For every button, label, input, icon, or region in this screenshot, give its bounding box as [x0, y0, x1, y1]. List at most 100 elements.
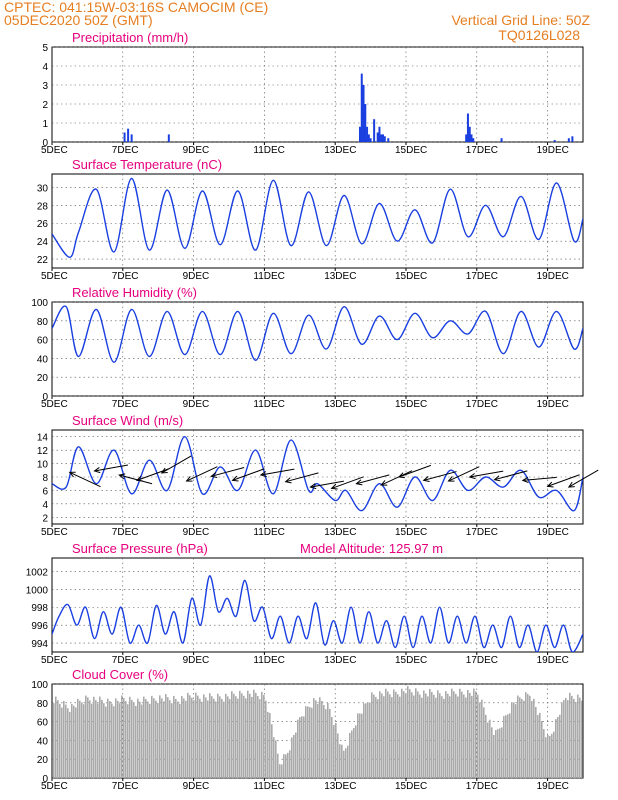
precip-bar	[500, 138, 503, 142]
cloud-bar	[215, 701, 217, 778]
y-tick-label: 100	[31, 680, 48, 691]
precip-bar	[380, 134, 383, 142]
cloud-bar	[483, 707, 485, 778]
cloud-bar	[371, 692, 373, 778]
cloud-bar	[309, 707, 311, 778]
cloud-bar	[193, 700, 195, 778]
y-tick-label: 2	[42, 513, 48, 524]
x-tick-label: 15DEC	[395, 399, 427, 410]
y-tick-label: 40	[37, 736, 49, 747]
cloud-bar	[539, 712, 541, 778]
cloud-bar	[535, 706, 537, 778]
cloud-bar	[241, 693, 243, 778]
x-tick-label: 7DEC	[112, 655, 139, 666]
x-tick-label: 13DEC	[324, 781, 356, 792]
cloud-bar	[297, 719, 299, 778]
cloud-bar	[385, 688, 387, 778]
cloud-bar	[557, 716, 559, 778]
y-tick-label: 60	[37, 718, 49, 729]
cloud-bar	[207, 700, 209, 778]
cloud-bar	[289, 750, 291, 778]
cloud-bar	[351, 730, 353, 778]
precip-bar	[468, 126, 471, 142]
cloud-bar	[555, 719, 557, 778]
cloud-bar	[563, 700, 565, 778]
x-tick-label: 13DEC	[324, 655, 356, 666]
cloud-bar	[511, 702, 513, 778]
cloud-bar	[181, 696, 183, 778]
x-tick-label: 13DEC	[324, 145, 356, 156]
cloud-bar	[461, 691, 463, 778]
cloud-bar	[343, 750, 345, 778]
wind-arrow	[68, 471, 101, 488]
x-tick-label: 5DEC	[41, 271, 68, 282]
y-tick-label: 80	[37, 699, 49, 710]
cloud-bar	[273, 737, 275, 778]
x-tick-label: 19DEC	[537, 527, 569, 538]
cloud-bar	[301, 716, 303, 778]
y-tick-label: 100	[31, 298, 48, 309]
cloud-bar	[205, 697, 207, 778]
cloud-bar	[171, 703, 173, 778]
cloud-bar	[223, 701, 225, 778]
panel-cloud: 5DEC 7DEC 9DEC 11DEC 13DEC 15DEC 17DEC 19DEC 0 20…	[31, 667, 584, 792]
cloud-bar	[517, 695, 519, 778]
cloud-bar	[161, 698, 163, 778]
panel-title: Surface Temperature (nC)	[72, 157, 222, 172]
wind-arrow	[493, 470, 528, 482]
cloud-bar	[497, 729, 499, 778]
cloud-bar	[55, 696, 57, 778]
x-tick-label: 17DEC	[466, 145, 498, 156]
cloud-bar	[187, 692, 189, 778]
y-tick-label: 26	[37, 219, 49, 230]
cloud-bar	[505, 715, 507, 778]
x-tick-label: 11DEC	[253, 399, 285, 410]
cloud-bar	[357, 713, 359, 778]
cloud-bar	[209, 693, 211, 778]
cloud-bar	[77, 698, 79, 778]
cloud-bar	[445, 691, 447, 778]
cloud-bar	[367, 702, 369, 778]
precip-bar	[366, 126, 369, 142]
cloud-bar	[249, 693, 251, 778]
cloud-bar	[267, 711, 269, 778]
cloud-bar	[553, 731, 555, 778]
x-tick-label: 5DEC	[41, 781, 68, 792]
cloud-bar	[493, 734, 495, 778]
cloud-bar	[253, 689, 255, 778]
x-tick-label: 11DEC	[253, 271, 285, 282]
x-tick-label: 5DEC	[41, 527, 68, 538]
cloud-bar	[375, 696, 377, 778]
precip-bar	[465, 134, 468, 142]
precip-bar	[553, 140, 556, 142]
cloud-bar	[141, 704, 143, 778]
cloud-bar	[111, 703, 113, 778]
panel-temp: 5DEC 7DEC 9DEC 11DEC 13DEC 15DEC 17DEC 19DEC 22 2…	[37, 157, 584, 282]
cloud-bar	[433, 694, 435, 778]
x-tick-label: 7DEC	[112, 781, 139, 792]
cloud-bar	[139, 701, 141, 778]
cloud-bar	[73, 705, 75, 778]
precip-bar	[466, 113, 469, 142]
cloud-bar	[423, 690, 425, 778]
cloud-bar	[333, 725, 335, 778]
cloud-bar	[545, 737, 547, 778]
cloud-bar	[197, 695, 199, 778]
cloud-bar	[213, 698, 215, 778]
panel-annotation: Model Altitude: 125.97 m	[300, 541, 443, 556]
cloud-bar	[529, 695, 531, 778]
precip-bar	[567, 138, 570, 142]
cloud-bar	[425, 693, 427, 778]
header-station: CPTEC: 041:15W-03:16S CAMOCIM (CE)	[4, 0, 269, 15]
cloud-bar	[195, 692, 197, 778]
cloud-bar	[135, 705, 137, 778]
cloud-bar	[285, 754, 287, 778]
y-tick-label: 0	[42, 138, 48, 149]
panel-precip: 5DEC 7DEC 9DEC 11DEC 13DEC 15DEC 17DEC 19DEC 0 1 2…	[41, 30, 584, 156]
cloud-bar	[299, 717, 301, 778]
header-model: TQ0126L028	[498, 27, 580, 43]
cloud-bar	[547, 735, 549, 778]
wind-arrow	[93, 464, 129, 474]
x-tick-label: 5DEC	[41, 145, 68, 156]
cloud-bar	[201, 701, 203, 778]
